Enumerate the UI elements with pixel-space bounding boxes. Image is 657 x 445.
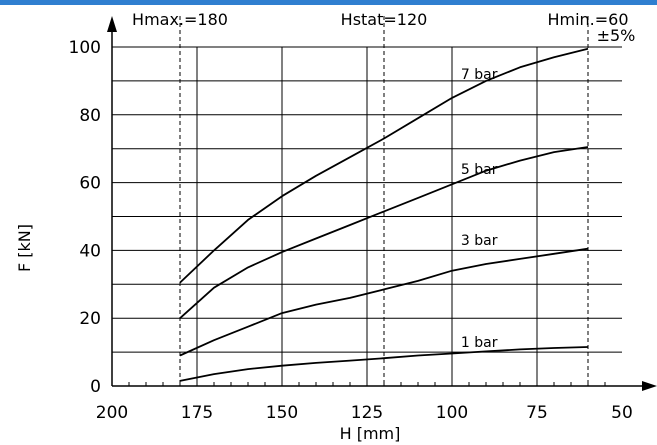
series-label: 7 bar [461, 67, 498, 83]
x-tick-label: 75 [526, 403, 548, 423]
x-tick-label: 200 [96, 403, 128, 423]
y-tick-label: 100 [69, 38, 101, 58]
x-tick-label: 125 [351, 403, 383, 423]
reference-line-label: Hmin.=60 [547, 10, 628, 29]
y-tick-label: 20 [79, 309, 101, 329]
y-tick-label: 60 [79, 174, 101, 194]
y-tick-label: 40 [79, 241, 101, 261]
series-line [179, 146, 589, 319]
series-line [179, 247, 589, 357]
top-accent-bar [0, 0, 657, 5]
y-tick-label: 80 [79, 106, 101, 126]
series-label: 5 bar [461, 162, 498, 178]
series-label: 3 bar [461, 233, 498, 249]
series-line [179, 47, 589, 284]
y-axis-arrow [107, 16, 117, 32]
tolerance-label: ±5% [597, 26, 636, 45]
x-tick-label: 100 [436, 403, 468, 423]
series-label: 1 bar [461, 335, 498, 351]
grid [112, 46, 622, 386]
x-axis-arrow [642, 381, 657, 391]
x-tick-label: 50 [611, 403, 633, 423]
series-line [179, 346, 589, 382]
reference-line-label: Hmax.=180 [132, 10, 228, 29]
tick-labels: 200 175 150 125 100 75 50 0 20 40 60 80 100 [69, 38, 633, 423]
axis-labels: H [mm] F [kN] ±5% [15, 26, 635, 443]
y-axis-label: F [kN] [15, 224, 34, 272]
x-tick-label: 150 [266, 403, 298, 423]
axes [107, 16, 657, 391]
x-axis-label: H [mm] [340, 424, 401, 443]
reference-lines: Hmax.=180 Hstat=120 Hmin.=60 [132, 10, 629, 386]
series-group: 7 bar 5 bar 3 bar 1 bar [179, 47, 589, 382]
x-tick-label: 175 [181, 403, 213, 423]
reference-line-label: Hstat=120 [341, 10, 428, 29]
y-tick-label: 0 [90, 377, 101, 397]
